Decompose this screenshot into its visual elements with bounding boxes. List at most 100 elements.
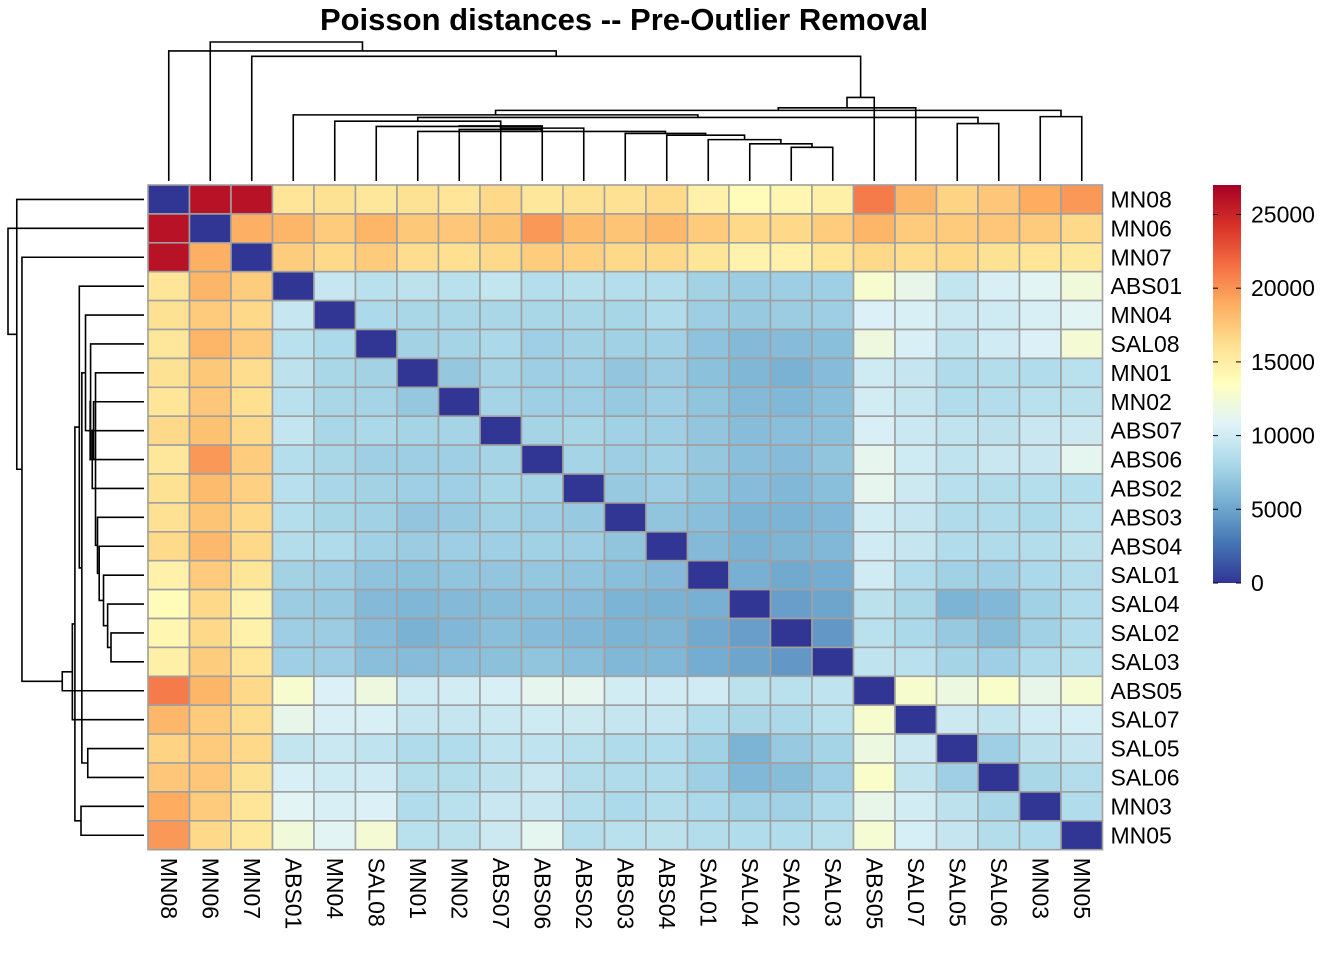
heatmap-cell — [935, 502, 979, 533]
heatmap-cell — [811, 530, 855, 562]
heatmap-cell — [562, 184, 606, 215]
row-label: SAL08 — [1111, 331, 1180, 357]
heatmap-cell — [562, 473, 606, 504]
heatmap-cell — [1018, 299, 1062, 331]
heatmap-cell — [728, 530, 772, 562]
heatmap-cell — [271, 530, 315, 562]
heatmap-cell — [603, 184, 647, 215]
heatmap-cell — [1060, 444, 1104, 475]
column-dendrogram-branch — [333, 120, 502, 181]
heatmap-cell — [935, 415, 979, 446]
heatmap-cell — [437, 213, 481, 244]
heatmap-cell — [479, 415, 523, 446]
heatmap-cell — [520, 357, 564, 389]
heatmap-cell — [1018, 646, 1062, 678]
heatmap-cell — [147, 704, 191, 735]
heatmap-cell — [479, 386, 523, 417]
heatmap-cell — [603, 704, 647, 735]
heatmap-cell — [769, 242, 813, 273]
heatmap-cell — [603, 588, 647, 620]
heatmap-cell — [562, 415, 606, 446]
heatmap-cell — [1060, 386, 1104, 417]
heatmap-cell — [686, 791, 730, 822]
heatmap-cell — [354, 791, 398, 822]
heatmap-cell — [977, 270, 1021, 302]
heatmap-cell — [852, 473, 896, 504]
chart-title: Poisson distances -- Pre-Outlier Removal — [320, 2, 928, 37]
column-label: ABS06 — [529, 858, 555, 930]
heatmap-cell — [188, 530, 232, 562]
row-label: MN01 — [1111, 360, 1172, 386]
heatmap-cell — [935, 791, 979, 822]
row-label: SAL06 — [1111, 764, 1180, 790]
heatmap-cell — [769, 762, 813, 793]
heatmap-cell — [230, 646, 274, 678]
heatmap-cell — [977, 386, 1021, 417]
heatmap-cell — [479, 791, 523, 822]
heatmap-cell — [977, 357, 1021, 389]
heatmap-cell — [935, 357, 979, 389]
heatmap-cell — [354, 819, 398, 851]
heatmap-cell — [520, 299, 564, 331]
heatmap-cell — [769, 386, 813, 417]
heatmap-cell — [811, 386, 855, 417]
row-label: MN02 — [1111, 389, 1172, 415]
heatmap-cell — [769, 559, 813, 591]
heatmap-cell — [645, 386, 689, 417]
heatmap-cell — [313, 559, 357, 591]
heatmap-cell — [769, 819, 813, 851]
heatmap-cell — [479, 328, 523, 360]
heatmap-cell — [230, 617, 274, 649]
heatmap-cell — [1018, 184, 1062, 215]
heatmap-cell — [313, 184, 357, 215]
heatmap-cell — [479, 559, 523, 591]
heatmap-cell — [894, 791, 938, 822]
heatmap-cell — [520, 646, 564, 678]
heatmap-cell — [147, 646, 191, 678]
heatmap-cell — [769, 299, 813, 331]
heatmap-cell — [935, 444, 979, 475]
heatmap-cell — [479, 242, 523, 273]
heatmap-cell — [769, 704, 813, 735]
heatmap-cell — [479, 675, 523, 706]
heatmap-cell — [769, 473, 813, 504]
column-dendrogram-branch — [209, 41, 364, 181]
heatmap-cell — [147, 242, 191, 273]
heatmap-cell — [313, 415, 357, 446]
heatmap-cell — [935, 299, 979, 331]
heatmap-cell — [230, 559, 274, 591]
heatmap-cell — [894, 415, 938, 446]
heatmap-cell — [728, 559, 772, 591]
heatmap-cell — [686, 733, 730, 764]
heatmap-cell — [769, 530, 813, 562]
legend-tick-label: 15000 — [1251, 349, 1315, 375]
heatmap-cell — [479, 502, 523, 533]
heatmap-cell — [1018, 530, 1062, 562]
column-label: MN08 — [156, 858, 182, 919]
heatmap-cell — [977, 646, 1021, 678]
heatmap-cell — [977, 791, 1021, 822]
heatmap-cell — [520, 444, 564, 475]
heatmap-cell — [354, 704, 398, 735]
column-label: MN02 — [446, 858, 472, 919]
heatmap-cell — [354, 617, 398, 649]
heatmap-cell — [728, 184, 772, 215]
column-dendrogram-branch — [777, 106, 917, 181]
heatmap-cell — [1060, 704, 1104, 735]
heatmap-cell — [313, 299, 357, 331]
heatmap-cell — [1060, 473, 1104, 504]
heatmap-cell — [852, 415, 896, 446]
heatmap-cell — [147, 791, 191, 822]
heatmap-cell — [894, 328, 938, 360]
heatmap-cell — [603, 270, 647, 302]
heatmap-cell — [1018, 415, 1062, 446]
heatmap-cell — [894, 559, 938, 591]
heatmap-cell — [977, 617, 1021, 649]
heatmap-cell — [230, 444, 274, 475]
column-dendrogram-branch — [748, 143, 813, 181]
heatmap-cell — [313, 444, 357, 475]
heatmap-cell — [354, 646, 398, 678]
heatmap-cell — [313, 791, 357, 822]
heatmap-cell — [396, 530, 440, 562]
heatmap-cell — [354, 386, 398, 417]
